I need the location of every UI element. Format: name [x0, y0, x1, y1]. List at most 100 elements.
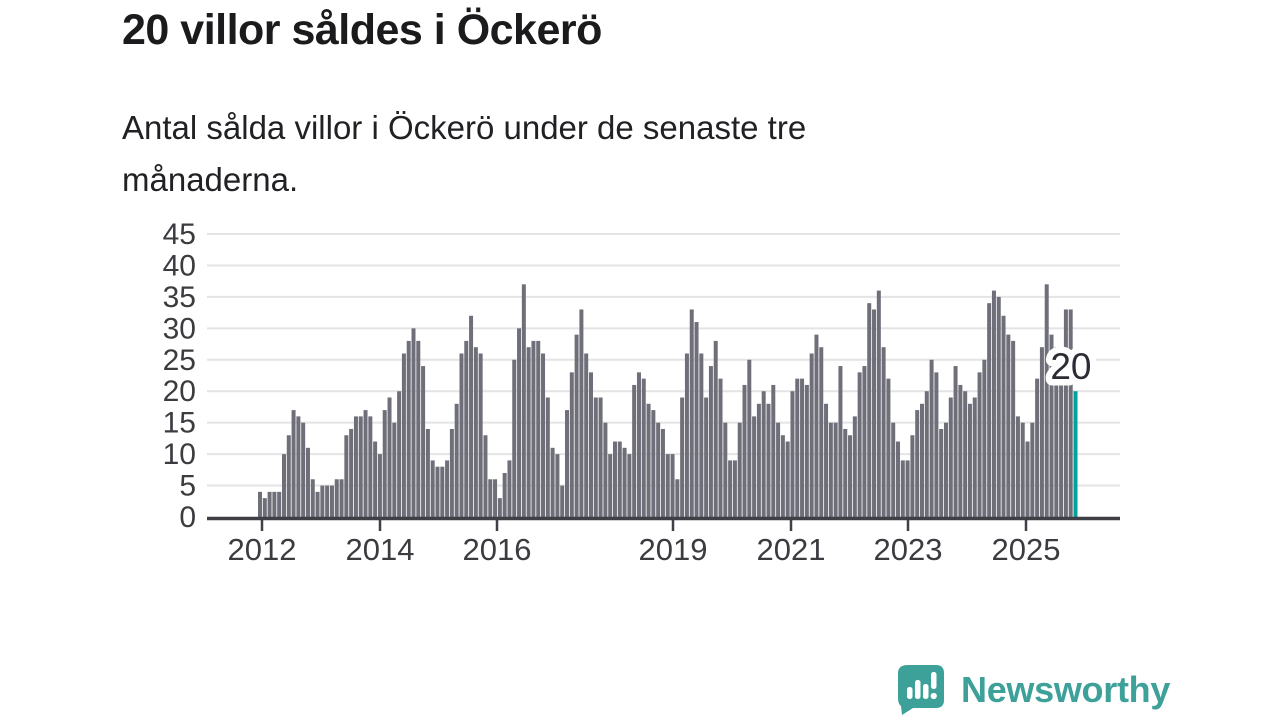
bar: [612, 441, 617, 517]
bar: [919, 403, 924, 517]
bar: [262, 498, 267, 517]
bar: [296, 416, 301, 517]
bar: [507, 460, 512, 517]
chart-title: 20 villor såldes i Öckerö: [122, 6, 602, 54]
x-tick-label: 2019: [639, 532, 708, 567]
bar: [258, 491, 262, 517]
bar: [459, 353, 464, 517]
bar: [1001, 315, 1006, 517]
y-tick-label: 20: [163, 375, 196, 408]
bar: [411, 328, 416, 517]
bar: [694, 322, 699, 517]
newsworthy-logo: Newsworthy: [897, 664, 1170, 716]
bar: [377, 454, 382, 517]
bar: [373, 441, 378, 517]
bar: [843, 428, 848, 517]
bar: [1044, 284, 1049, 517]
bar: [272, 491, 277, 517]
bar: [291, 410, 296, 517]
bar: [1059, 353, 1064, 517]
bar: [718, 378, 723, 517]
bar: [584, 353, 589, 517]
bar: [344, 435, 349, 517]
bar: [632, 384, 637, 517]
bar: [1063, 309, 1068, 517]
bar: [828, 422, 833, 517]
bar: [315, 491, 320, 517]
bar: [881, 347, 886, 517]
bar: [320, 485, 325, 517]
bar: [603, 422, 608, 517]
bar: [996, 296, 1001, 517]
bar: [704, 397, 709, 517]
bar: [800, 378, 805, 517]
bar: [464, 340, 469, 517]
bar: [987, 303, 992, 517]
bar: [593, 397, 598, 517]
bar: [569, 372, 574, 517]
bar: [358, 416, 363, 517]
bar: [301, 422, 306, 517]
bar: [675, 479, 680, 517]
chart-subtitle: Antal sålda villor i Öckerö under de sen…: [122, 109, 807, 199]
bar: [1054, 347, 1059, 517]
bar: [363, 410, 368, 517]
bar: [329, 485, 334, 517]
bar: [617, 441, 622, 517]
bar: [953, 366, 958, 517]
bar: [776, 422, 781, 517]
bar: [660, 428, 665, 517]
bar: [665, 454, 670, 517]
bar: [277, 491, 282, 517]
bar: [339, 479, 344, 517]
bar: [488, 479, 493, 517]
bar: [795, 378, 800, 517]
y-tick-label: 40: [163, 249, 196, 282]
bar: [967, 403, 972, 517]
bar: [790, 391, 795, 517]
bar: [982, 359, 987, 517]
bar: [915, 410, 920, 517]
bar: [963, 391, 968, 517]
bar: [924, 391, 929, 517]
bar: [943, 422, 948, 517]
bar: [469, 315, 474, 517]
bar: [1068, 309, 1073, 517]
bar: [867, 303, 872, 517]
bar: [536, 340, 541, 517]
bar: [900, 460, 905, 517]
bar: [1039, 347, 1044, 517]
bar: [896, 441, 901, 517]
bar: [497, 498, 502, 517]
bar: [349, 428, 354, 517]
bar: [838, 366, 843, 517]
bar: [397, 391, 402, 517]
logo-exclamation-stroke: [931, 672, 937, 689]
logo-exclamation-dot: [930, 692, 937, 700]
bar: [421, 366, 426, 517]
bar: [852, 416, 857, 517]
bar: [401, 353, 406, 517]
bar: [876, 290, 881, 517]
bar: [526, 347, 531, 517]
bar: [545, 397, 550, 517]
y-tick-label: 30: [163, 312, 196, 345]
bar: [804, 384, 809, 517]
bar: [742, 384, 747, 517]
bar: [948, 397, 953, 517]
bars: [258, 284, 1078, 517]
bar: [550, 447, 555, 517]
bar: [382, 410, 387, 517]
bar: [646, 403, 651, 517]
bar: [440, 466, 445, 517]
bar: [819, 347, 824, 517]
bar: [579, 309, 584, 517]
bar: [483, 435, 488, 517]
bar: [886, 378, 891, 517]
bar: [814, 334, 819, 517]
bar: [848, 435, 853, 517]
bar: [267, 491, 272, 517]
y-tick-label: 5: [179, 470, 196, 503]
